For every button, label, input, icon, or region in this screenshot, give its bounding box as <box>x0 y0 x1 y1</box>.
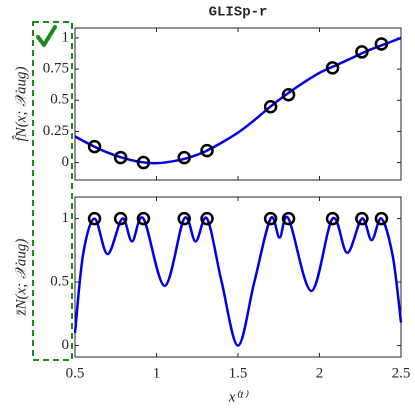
curve <box>74 36 402 165</box>
y-tick-label: 0.25 <box>43 123 69 139</box>
curve <box>73 215 403 347</box>
highlight-box <box>32 21 73 361</box>
sample-point <box>325 61 340 75</box>
y-axis-label: f̂N(x; 𝒳aug) <box>12 67 29 142</box>
sample-point <box>355 211 369 226</box>
sample-point <box>113 211 128 226</box>
sample-point <box>263 211 278 226</box>
sample-point <box>87 211 102 226</box>
x-tick-label: 0.5 <box>66 365 85 381</box>
sample-point <box>325 211 340 226</box>
sample-point <box>136 155 151 170</box>
sample-point <box>200 211 214 226</box>
sample-point <box>200 143 214 158</box>
x-tick-label: 2.5 <box>392 365 411 381</box>
sample-point <box>374 211 389 226</box>
sample-point <box>374 37 389 51</box>
y-tick-label: 1 <box>62 210 70 226</box>
sample-point <box>177 150 191 165</box>
sample-point <box>136 211 151 226</box>
sample-point <box>281 88 296 102</box>
y-tick-label: 0 <box>62 154 70 170</box>
sample-point <box>263 99 278 114</box>
sample-point <box>87 139 102 154</box>
y-tick-label: 0.5 <box>50 92 69 108</box>
y-tick-label: 1 <box>62 29 70 45</box>
chart-title: GLISp-r <box>209 5 268 21</box>
sample-point <box>281 211 296 226</box>
sample-point <box>355 45 369 59</box>
x-axis-label: x⁽¹⁾ <box>228 389 249 405</box>
sample-point <box>113 150 128 165</box>
y-tick-label: 0.75 <box>43 61 69 77</box>
x-tick-label: 2 <box>316 365 324 381</box>
x-tick-label: 1 <box>153 365 161 381</box>
check-icon <box>36 25 57 47</box>
y-tick-label: 0 <box>62 337 70 353</box>
sample-point <box>177 211 191 226</box>
y-axis-label: z̄N(x; 𝒳aug) <box>13 239 29 317</box>
y-tick-label: 0.5 <box>50 274 69 290</box>
x-tick-label: 1.5 <box>229 365 248 381</box>
